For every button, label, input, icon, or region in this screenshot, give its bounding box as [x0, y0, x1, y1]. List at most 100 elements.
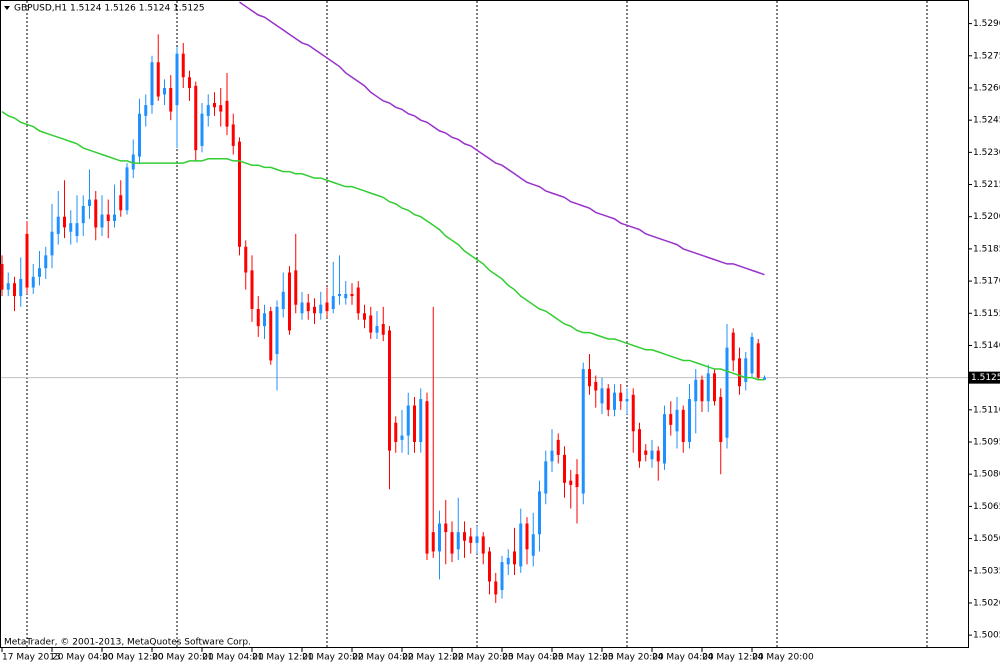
y-tick-label: 1.5050	[973, 534, 1000, 544]
y-tick-label: 1.5260	[973, 83, 1000, 93]
candle-body	[38, 268, 41, 277]
y-tick-label: 1.5035	[973, 566, 1000, 576]
candle-body	[156, 62, 160, 97]
candle-body	[225, 100, 229, 127]
candle-body	[644, 450, 648, 455]
candle-body	[338, 293, 341, 297]
candle-body	[625, 399, 629, 402]
candle-body	[381, 324, 385, 335]
candle-body	[169, 87, 173, 112]
candle-body	[244, 246, 248, 273]
candle-body	[550, 450, 554, 462]
x-tick-label: 24 May 04:00	[652, 653, 714, 663]
candle-body	[150, 62, 154, 106]
candle-body	[288, 272, 291, 331]
candle-body	[369, 315, 373, 333]
y-tick-label: 1.5245	[973, 116, 1000, 126]
candle-body	[444, 523, 448, 533]
candle-body	[113, 214, 116, 222]
y-tick-label: 1.5185	[973, 244, 1000, 254]
candle-body	[44, 255, 48, 269]
x-tick-label: 23 May 04:00	[502, 653, 564, 663]
y-tick-label: 1.5230	[973, 148, 1000, 158]
y-tick-label: 1.5275	[973, 51, 1000, 61]
candle-body	[231, 124, 235, 146]
y-tick-label: 1.5155	[973, 309, 1000, 319]
candle-body	[269, 311, 273, 361]
candle-body	[200, 113, 204, 146]
candle-body	[163, 87, 166, 95]
candle-body	[413, 405, 416, 443]
candle-body	[481, 536, 485, 554]
candle-body	[519, 523, 523, 567]
candle-body	[356, 287, 360, 314]
candle-body	[694, 379, 698, 402]
x-tick-label: 22 May 20:00	[452, 653, 514, 663]
candle-body	[756, 343, 760, 378]
candle-body	[619, 392, 623, 402]
candle-body	[388, 330, 391, 451]
candle-body	[600, 388, 604, 404]
candle-body	[544, 461, 548, 494]
y-tick-label: 1.5140	[973, 341, 1000, 351]
moving-average	[239, 1, 765, 276]
candle-body	[313, 306, 316, 314]
candle-body	[588, 369, 591, 387]
candle-body	[344, 293, 348, 299]
candle-body	[731, 332, 735, 361]
candle-body	[475, 536, 479, 543]
x-tick-label: 23 May 20:00	[602, 653, 664, 663]
candle-body	[488, 551, 491, 582]
candle-body	[94, 199, 98, 228]
bid-label: 1.5125	[971, 373, 1000, 383]
candle-body	[738, 358, 741, 387]
candle-body	[513, 551, 516, 565]
candle-body	[425, 401, 429, 554]
y-tick-label: 1.5020	[973, 598, 1000, 608]
candle-body	[406, 405, 410, 436]
candle-body	[538, 491, 541, 535]
candle-body	[106, 214, 110, 222]
candle-body	[375, 326, 379, 333]
candle-body	[325, 302, 329, 312]
x-tick-label: 21 May 12:00	[252, 653, 314, 663]
menu-arrow[interactable]	[4, 6, 10, 10]
copyright: MetaTrader, © 2001-2013, MetaQuotes Soft…	[4, 638, 251, 648]
candle-body	[663, 414, 666, 464]
x-tick-label: 21 May 20:00	[302, 653, 364, 663]
x-tick-label: 17 May 2013	[2, 653, 61, 663]
candle-body	[100, 214, 104, 228]
candle-body	[581, 369, 585, 494]
x-tick-label: 22 May 04:00	[352, 653, 414, 663]
candle-body	[688, 399, 691, 443]
candle-body	[13, 283, 16, 297]
x-tick-label: 20 May 20:00	[152, 653, 214, 663]
candle-body	[700, 379, 704, 402]
y-tick-label: 1.5170	[973, 277, 1000, 287]
x-tick-label: 22 May 12:00	[402, 653, 464, 663]
y-tick-label: 1.5095	[973, 438, 1000, 448]
candle-body	[75, 223, 79, 237]
candle-body	[131, 154, 135, 170]
candle-body	[431, 532, 435, 552]
candle-body	[213, 102, 216, 108]
candle-body	[138, 113, 141, 157]
candle-body	[613, 392, 616, 410]
y-tick-label: 1.5110	[973, 405, 1000, 415]
candle-body	[144, 105, 148, 116]
x-tick-label: 20 May 12:00	[102, 653, 164, 663]
candle-body	[25, 233, 29, 288]
candle-body	[263, 313, 266, 327]
candle-body	[300, 302, 304, 314]
candle-body	[631, 394, 635, 432]
candle-body	[725, 347, 729, 438]
candle-body	[744, 358, 748, 382]
candle-body	[238, 141, 241, 247]
candle-body	[706, 373, 710, 402]
candle-body	[638, 429, 641, 462]
candle-body	[531, 534, 535, 556]
candle-body	[69, 223, 73, 232]
candle-body	[469, 536, 473, 543]
candle-body	[175, 53, 179, 106]
